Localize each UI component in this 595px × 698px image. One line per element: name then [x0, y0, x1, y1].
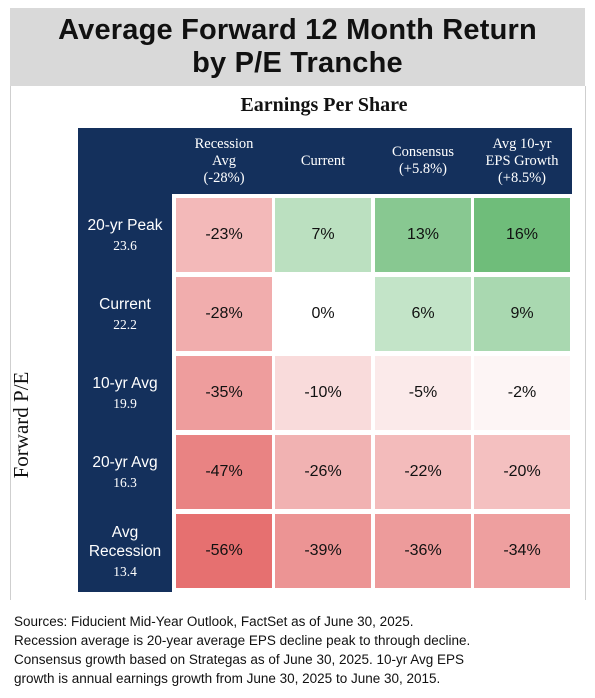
column-header: Current: [273, 128, 373, 194]
column-header-line: EPS Growth: [485, 152, 559, 169]
row-header-pe: 13.4: [113, 563, 137, 579]
row-header: Avg Recession 13.4: [78, 514, 172, 588]
heatmap-cell: 0%: [275, 277, 371, 351]
row-header-name: Current: [99, 296, 151, 313]
row-header-name: 10-yr Avg: [92, 375, 158, 392]
heatmap-cell: -47%: [176, 435, 272, 509]
sources-line-3: Consensus growth based on Strategas as o…: [14, 652, 465, 667]
sources-line-1: Sources: Fiducient Mid-Year Outlook, Fac…: [14, 614, 414, 629]
row-header-name: Recession: [88, 542, 162, 560]
heatmap-cell: 6%: [375, 277, 471, 351]
column-header-line: (+5.8%): [398, 161, 448, 177]
row-header: Current 22.2: [78, 277, 172, 351]
row-header-pe: 19.9: [113, 396, 137, 411]
heatmap-cell: -35%: [176, 356, 272, 430]
column-header-line: Current: [300, 152, 346, 169]
sources-line-2: Recession average is 20-year average EPS…: [14, 633, 471, 648]
chart-title: Average Forward 12 Month Return by P/E T…: [10, 8, 585, 86]
title-line-2: by P/E Tranche: [192, 47, 403, 79]
heatmap-cell: -39%: [275, 514, 371, 588]
column-header: Avg 10-yr EPS Growth (+8.5%): [472, 128, 572, 194]
heatmap-cell: -10%: [275, 356, 371, 430]
heatmap-cell: -20%: [474, 435, 570, 509]
row-header: 20-yr Avg 16.3: [78, 435, 172, 509]
column-header-line: (-28%): [203, 169, 245, 186]
row-header-pe: 22.2: [113, 317, 137, 332]
sources-note: Sources: Fiducient Mid-Year Outlook, Fac…: [14, 612, 589, 688]
heatmap-cell: -22%: [375, 435, 471, 509]
column-group-label: Earnings Per Share: [240, 94, 408, 116]
heatmap-cell: 9%: [474, 277, 570, 351]
row-header-pe: 23.6: [113, 238, 137, 253]
row-header: 20-yr Peak 23.6: [78, 198, 172, 272]
heatmap-cell: -36%: [375, 514, 471, 588]
column-header-line: Avg 10-yr: [492, 135, 552, 152]
sources-line-4: growth is annual earnings growth from Ju…: [14, 671, 441, 686]
title-line-1: Average Forward 12 Month Return: [58, 14, 537, 46]
heatmap-cell: -2%: [474, 356, 570, 430]
heatmap-cell: -28%: [176, 277, 272, 351]
column-header-line: Recession: [194, 135, 254, 152]
column-header-line: Consensus: [391, 144, 455, 160]
row-header-name: Avg: [111, 523, 139, 541]
row-header-name: 20-yr Avg: [92, 454, 158, 471]
heatmap-cell: -23%: [176, 198, 272, 272]
column-header-band: [78, 128, 572, 194]
column-header-line: Avg: [212, 152, 236, 169]
heatmap-cell: -56%: [176, 514, 272, 588]
heatmap-cell: -34%: [474, 514, 570, 588]
heatmap-cell: 16%: [474, 198, 570, 272]
heatmap-cell: 7%: [275, 198, 371, 272]
row-header-name: 20-yr Peak: [87, 217, 163, 234]
heatmap-cell: 13%: [375, 198, 471, 272]
chart-frame: [10, 86, 586, 600]
row-header: 10-yr Avg 19.9: [78, 356, 172, 430]
row-group-label: Forward P/E: [9, 371, 33, 479]
heatmap-cell: -5%: [375, 356, 471, 430]
row-header-pe: 16.3: [113, 475, 137, 490]
heatmap-cell: -26%: [275, 435, 371, 509]
column-header-line: (+8.5%): [497, 169, 547, 186]
column-header: Recession Avg (-28%): [174, 128, 274, 194]
row-header-band: [78, 194, 172, 592]
column-header: Consensus (+5.8%): [373, 128, 473, 194]
